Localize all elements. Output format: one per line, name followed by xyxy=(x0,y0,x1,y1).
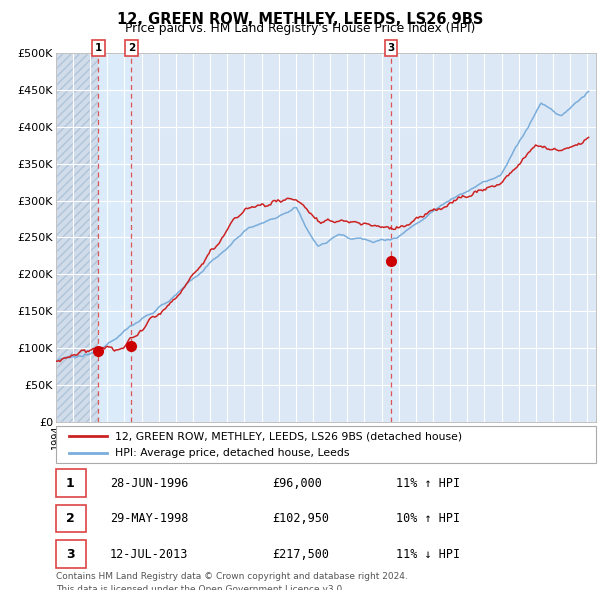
FancyBboxPatch shape xyxy=(56,426,596,463)
Bar xyxy=(56,53,98,422)
Text: 12, GREEN ROW, METHLEY, LEEDS, LS26 9BS (detached house): 12, GREEN ROW, METHLEY, LEEDS, LS26 9BS … xyxy=(115,431,463,441)
Text: 28-JUN-1996: 28-JUN-1996 xyxy=(110,477,188,490)
Text: 1: 1 xyxy=(66,477,75,490)
Text: 3: 3 xyxy=(66,548,74,560)
Bar xyxy=(391,53,400,422)
Text: 2: 2 xyxy=(66,512,75,525)
Text: 29-MAY-1998: 29-MAY-1998 xyxy=(110,512,188,525)
Text: 12-JUL-2013: 12-JUL-2013 xyxy=(110,548,188,560)
Text: This data is licensed under the Open Government Licence v3.0.: This data is licensed under the Open Gov… xyxy=(56,585,345,590)
FancyBboxPatch shape xyxy=(56,505,86,532)
Text: 11% ↑ HPI: 11% ↑ HPI xyxy=(396,477,460,490)
Text: Contains HM Land Registry data © Crown copyright and database right 2024.: Contains HM Land Registry data © Crown c… xyxy=(56,572,407,581)
Text: 1: 1 xyxy=(95,43,102,53)
Text: £217,500: £217,500 xyxy=(272,548,329,560)
FancyBboxPatch shape xyxy=(56,470,86,497)
Text: £102,950: £102,950 xyxy=(272,512,329,525)
Text: Price paid vs. HM Land Registry's House Price Index (HPI): Price paid vs. HM Land Registry's House … xyxy=(125,22,475,35)
Text: 12, GREEN ROW, METHLEY, LEEDS, LS26 9BS: 12, GREEN ROW, METHLEY, LEEDS, LS26 9BS xyxy=(117,12,483,27)
FancyBboxPatch shape xyxy=(56,540,86,568)
Text: 2: 2 xyxy=(128,43,135,53)
Text: £96,000: £96,000 xyxy=(272,477,322,490)
Text: 3: 3 xyxy=(387,43,394,53)
Text: HPI: Average price, detached house, Leeds: HPI: Average price, detached house, Leed… xyxy=(115,448,350,458)
Bar xyxy=(98,53,131,422)
Text: 10% ↑ HPI: 10% ↑ HPI xyxy=(396,512,460,525)
Text: 11% ↓ HPI: 11% ↓ HPI xyxy=(396,548,460,560)
